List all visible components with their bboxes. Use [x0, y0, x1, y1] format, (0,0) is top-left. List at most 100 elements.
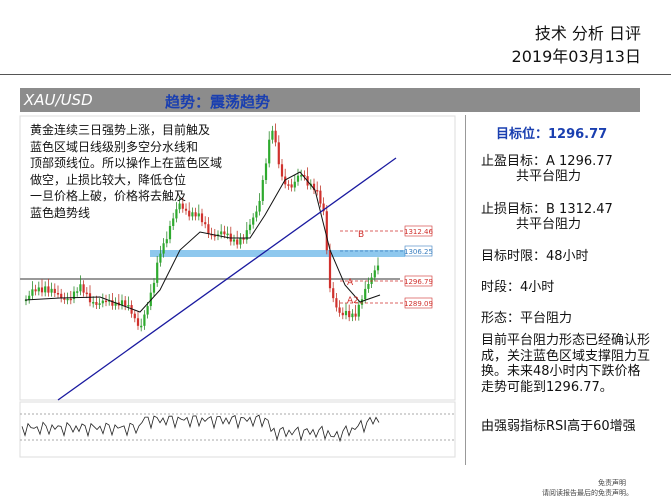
- candle: [367, 283, 370, 289]
- price-label: 1312.46: [404, 228, 433, 236]
- candle: [293, 181, 296, 188]
- candle: [248, 224, 252, 231]
- divider: [465, 115, 466, 465]
- candle: [245, 230, 248, 240]
- candle: [264, 163, 268, 180]
- note-line: 蓝色趋势线: [30, 205, 91, 220]
- candle: [328, 250, 332, 289]
- note-line: 做空，止损比较大，降低仓位: [30, 172, 187, 187]
- candle: [207, 224, 210, 234]
- candle: [357, 304, 360, 317]
- candle: [156, 262, 159, 283]
- candle: [72, 291, 76, 300]
- candle: [56, 293, 60, 295]
- candle: [92, 302, 95, 304]
- time-limit: 目标时限：48小时: [481, 249, 589, 264]
- candle: [152, 282, 156, 293]
- price-box: [404, 225, 433, 237]
- candle: [354, 313, 357, 317]
- indicator: 由强弱指标RSI高于60增强: [481, 419, 636, 434]
- banner-symbol: XAU/USD: [24, 91, 93, 109]
- moving-average: [24, 171, 381, 313]
- price-label: 1306.25: [404, 248, 433, 256]
- marker: A2: [347, 296, 359, 306]
- candle: [178, 203, 181, 210]
- banner-trend: 趋势：震荡趋势: [165, 93, 271, 111]
- candle: [242, 238, 245, 240]
- note-line: 黄金连续三日强势上涨，目前触及: [30, 123, 211, 137]
- candle: [213, 235, 216, 237]
- candle: [268, 139, 271, 164]
- notice: 请阅读报告最后的免责声明。: [542, 489, 633, 497]
- candle: [127, 305, 130, 307]
- price-box: [404, 297, 433, 309]
- candle: [351, 313, 354, 318]
- candle: [252, 217, 255, 225]
- candle: [312, 183, 316, 191]
- candle: [364, 288, 367, 300]
- candle: [85, 292, 88, 295]
- candle: [53, 288, 56, 294]
- stop-loss-note: 共平台阻力: [516, 217, 582, 232]
- target: 目标位：1296.77: [496, 127, 608, 142]
- stop-loss: 止损目标：B 1312.47: [481, 202, 613, 217]
- candle: [338, 307, 341, 313]
- candle: [274, 130, 277, 143]
- candle: [332, 288, 335, 299]
- header-title: 技术 分析 日评: [534, 24, 641, 43]
- candle: [175, 209, 178, 219]
- candle: [140, 325, 143, 328]
- candle: [226, 233, 229, 236]
- candle: [197, 213, 200, 217]
- price-box: [404, 275, 433, 287]
- candle: [277, 142, 280, 165]
- candle: [194, 212, 197, 217]
- note-line: 一旦价格上破，价格将去触及: [30, 189, 187, 203]
- chart-frame: [19, 115, 456, 401]
- analysis: 目前平台阻力形态已经确认形成，关注蓝色区域支撑阻力互换。未来48小时内下跌价格走…: [481, 333, 651, 395]
- candle: [261, 179, 264, 201]
- candle: [69, 298, 72, 301]
- candle: [376, 265, 380, 271]
- candle: [101, 300, 104, 304]
- take-profit-note: 共平台阻力: [516, 169, 582, 184]
- candle: [40, 287, 44, 293]
- candle: [149, 292, 152, 307]
- note-line: 蓝色区域日线级别多空分水线和: [30, 139, 199, 154]
- candle: [136, 318, 140, 326]
- candle: [335, 298, 338, 308]
- candle: [168, 225, 172, 240]
- candle: [325, 211, 328, 251]
- candle: [280, 164, 284, 177]
- candle: [373, 270, 376, 278]
- candle: [296, 175, 300, 182]
- candle: [348, 310, 351, 318]
- candle: [188, 210, 191, 217]
- rule: [0, 74, 671, 75]
- candle: [300, 175, 303, 177]
- candle: [50, 288, 53, 293]
- candle: [287, 184, 290, 186]
- candle: [44, 286, 47, 293]
- candle: [316, 190, 319, 192]
- candle: [239, 238, 242, 245]
- candle: [60, 293, 63, 299]
- candle: [200, 213, 204, 223]
- candle: [319, 190, 322, 204]
- candle: [95, 302, 98, 305]
- candle: [223, 231, 226, 235]
- candle: [162, 243, 165, 254]
- candle: [104, 300, 108, 303]
- pattern: 形态：平台阻力: [481, 311, 573, 326]
- candle: [322, 203, 325, 212]
- marker: B: [358, 230, 364, 240]
- candle: [255, 211, 258, 218]
- candle: [159, 253, 162, 263]
- candle: [303, 175, 306, 177]
- candle: [204, 222, 207, 225]
- candle: [31, 289, 34, 296]
- header-date: 2019年03月13日: [511, 47, 641, 66]
- candle: [114, 302, 117, 306]
